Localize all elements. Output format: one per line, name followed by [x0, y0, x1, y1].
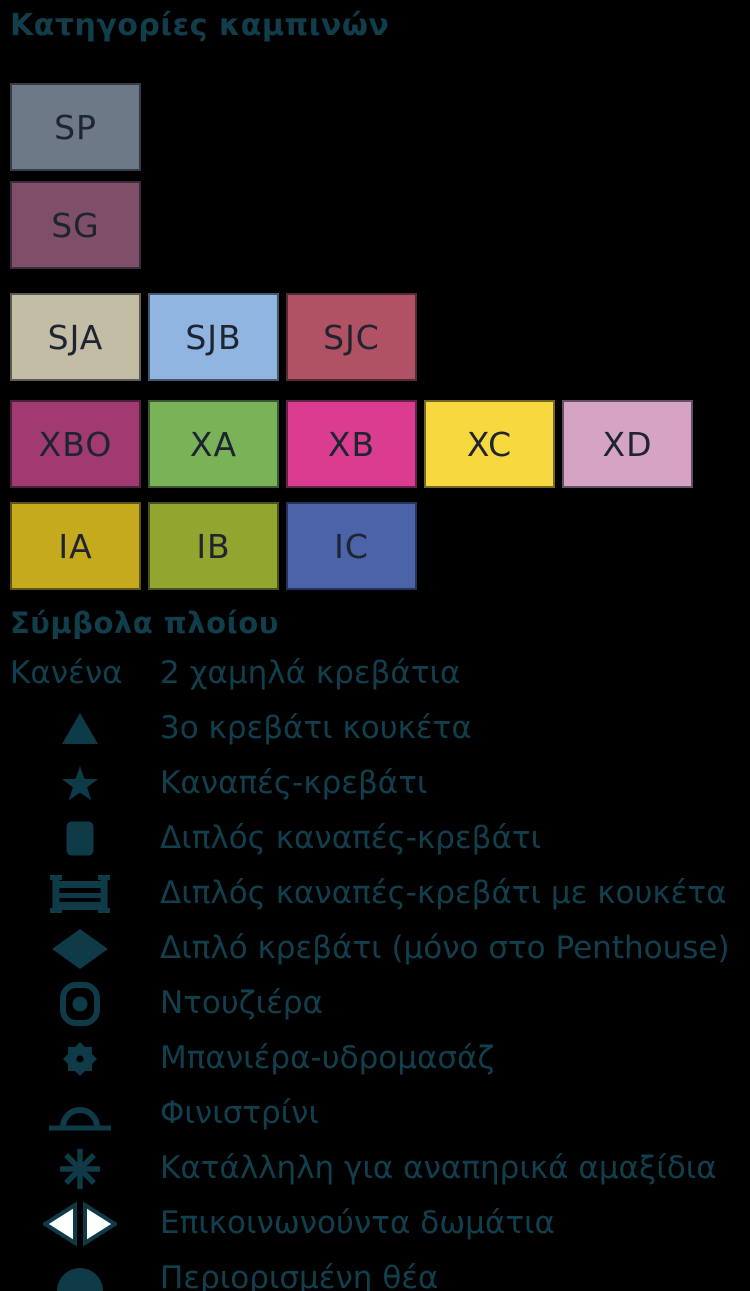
legend-row: Επικοινωνούντα δωμάτια: [10, 1196, 750, 1251]
cabin-swatch-xbo: XBO: [10, 400, 141, 488]
square-icon: [10, 821, 150, 856]
cabin-swatch-sp: SP: [10, 83, 141, 171]
swatch-row: SP: [10, 83, 750, 171]
legend-row: Διπλός καναπές-κρεβάτι: [10, 811, 750, 866]
legend-row: 3ο κρεβάτι κουκέτα: [10, 701, 750, 756]
communicating-icon: [10, 1201, 150, 1246]
legend-row: Διπλό κρεβάτι (μόνο στο Penthouse): [10, 921, 750, 976]
cabin-code-label: SJC: [323, 317, 380, 357]
no-symbol-cell: Κανένα: [10, 658, 150, 689]
star-icon: [10, 765, 150, 802]
wheelchair-icon: [10, 1148, 150, 1190]
cabin-swatch-sjb: SJB: [148, 293, 279, 381]
no-symbol-label: Κανένα: [10, 655, 123, 691]
legend-label: Φινιστρίνι: [160, 1094, 319, 1131]
jacuzzi-icon: [10, 1037, 150, 1081]
symbols-list: Κανένα 2 χαμηλά κρεβάτια 3ο κρεβάτι κουκέτ…: [10, 646, 750, 1291]
cabin-swatch-xd: XD: [562, 400, 693, 488]
legend-row: Ντουζιέρα: [10, 976, 750, 1031]
triangle-icon: [10, 712, 150, 745]
cabin-code-label: IA: [58, 526, 93, 566]
cabin-categories-title: Κατηγορίες καμπινών: [10, 8, 390, 43]
legend-row: Μπανιέρα-υδρομασάζ: [10, 1031, 750, 1086]
swatch-row: IA IB IC: [10, 502, 750, 590]
swatch-row: SJA SJB SJC: [10, 293, 750, 381]
cabin-code-label: IB: [196, 526, 231, 566]
cabin-code-label: XA: [189, 424, 238, 464]
cabin-swatch-xb: XB: [286, 400, 417, 488]
legend-row: Κανένα 2 χαμηλά κρεβάτια: [10, 646, 750, 701]
cabin-swatch-ia: IA: [10, 502, 141, 590]
legend-row: Καναπές-κρεβάτι: [10, 756, 750, 811]
diamond-icon: [10, 928, 150, 970]
ship-symbols-title: Σύμβολα πλοίου: [10, 606, 279, 640]
cabin-code-label: XC: [466, 424, 513, 464]
cabin-swatch-xa: XA: [148, 400, 279, 488]
cabin-code-label: SG: [51, 205, 100, 245]
cabin-code-label: XBO: [38, 424, 113, 464]
cabin-code-label: XD: [602, 424, 653, 464]
cabin-swatch-ib: IB: [148, 502, 279, 590]
cabin-code-label: SP: [54, 107, 97, 147]
swatch-row: SG: [10, 181, 750, 269]
legend-row: Περιορισμένη θέα: [10, 1251, 750, 1291]
cabin-swatch-ic: IC: [286, 502, 417, 590]
legend-label: Διπλός καναπές-κρεβάτι με κουκέτα: [160, 874, 727, 911]
swatch-row: XBO XA XB XC XD: [10, 400, 750, 488]
legend-label: Διπλό κρεβάτι (μόνο στο Penthouse): [160, 929, 730, 966]
legend-label: Μπανιέρα-υδρομασάζ: [160, 1039, 495, 1076]
legend-row: Φινιστρίνι: [10, 1086, 750, 1141]
porthole-icon: [10, 1095, 150, 1133]
cabin-swatch-xc: XC: [424, 400, 555, 488]
shower-icon: [10, 981, 150, 1026]
cabin-swatch-sja: SJA: [10, 293, 141, 381]
legend-label: Κατάλληλη για αναπηρικά αμαξίδια: [160, 1149, 717, 1186]
cabin-code-label: XB: [327, 424, 376, 464]
legend-label: Ντουζιέρα: [160, 984, 323, 1021]
cabin-swatch-grid: SP SG SJA SJB SJC XBO XA XB XC XD IA IB IC: [10, 83, 750, 590]
legend-label: Καναπές-κρεβάτι: [160, 764, 428, 801]
legend-label: 2 χαμηλά κρεβάτια: [160, 654, 461, 691]
legend-label: Περιορισμένη θέα: [160, 1259, 439, 1291]
cabin-swatch-sg: SG: [10, 181, 141, 269]
limited-view-icon: [10, 1265, 150, 1291]
cabin-code-label: SJB: [185, 317, 242, 357]
legend-label: Διπλός καναπές-κρεβάτι: [160, 819, 542, 856]
legend-label: 3ο κρεβάτι κουκέτα: [160, 709, 472, 746]
legend-label: Επικοινωνούντα δωμάτια: [160, 1204, 555, 1241]
legend-row: Κατάλληλη για αναπηρικά αμαξίδια: [10, 1141, 750, 1196]
bunk-icon: [10, 874, 150, 914]
cabin-code-label: IC: [334, 526, 369, 566]
cabin-swatch-sjc: SJC: [286, 293, 417, 381]
cabin-code-label: SJA: [47, 317, 104, 357]
legend-row: Διπλός καναπές-κρεβάτι με κουκέτα: [10, 866, 750, 921]
